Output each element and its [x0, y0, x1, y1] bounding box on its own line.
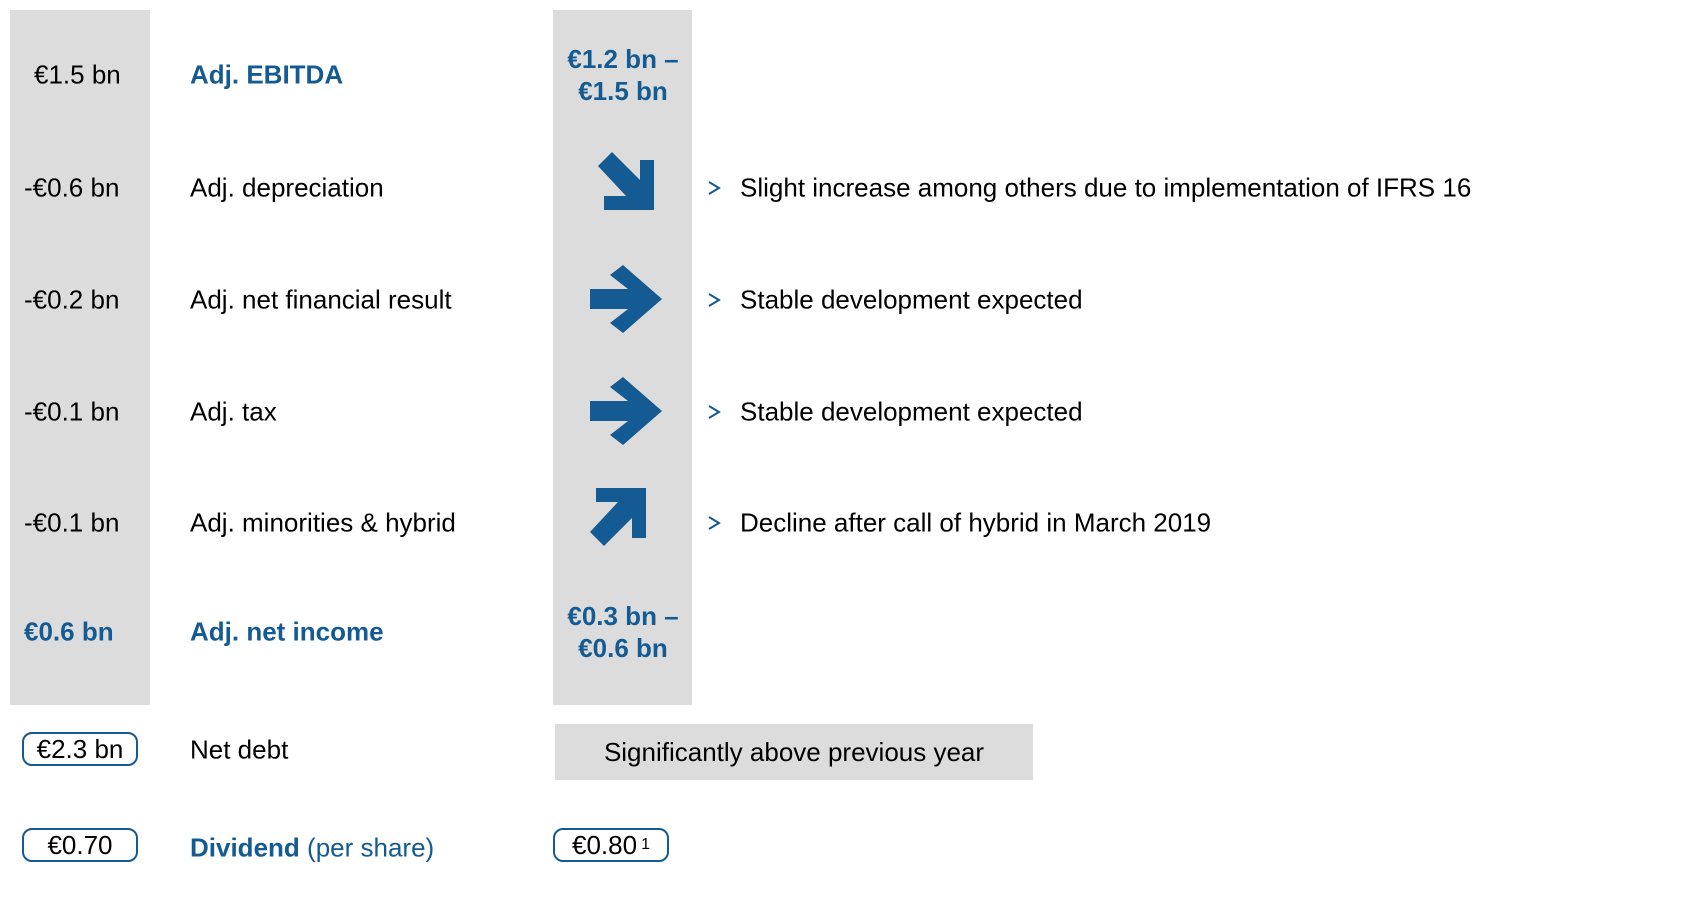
outlook-column: [553, 10, 692, 705]
bullet: [708, 516, 721, 530]
previous-value: €0.6 bn: [24, 616, 114, 647]
arrow-right: [590, 265, 662, 333]
row-label: Adj. net income: [190, 616, 384, 647]
row-label: Adj. tax: [190, 396, 277, 427]
previous-pill: €0.70: [22, 828, 138, 862]
comment: Stable development expected: [740, 396, 1083, 427]
bullet: [708, 181, 721, 195]
row-label: Dividend: [190, 832, 300, 863]
row-label: Adj. minorities & hybrid: [190, 507, 456, 538]
row-label: Adj. net financial result: [190, 284, 452, 315]
outlook-value: €0.3 bn – €0.6 bn: [567, 601, 679, 663]
outlook-value: €1.2 bn – €1.5 bn: [567, 44, 679, 106]
comment: Slight increase among others due to impl…: [740, 172, 1472, 203]
arrow-up-right: [590, 488, 646, 546]
previous-pill: €2.3 bn: [22, 732, 138, 766]
outlook-value: €0.80: [572, 829, 638, 860]
previous-value: -€0.1 bn: [24, 396, 120, 427]
previous-value: -€0.1 bn: [24, 507, 120, 538]
arrow-right: [590, 377, 662, 445]
label-note: (per share): [307, 832, 435, 863]
row-label: Net debt: [190, 734, 289, 765]
previous-column: [10, 10, 150, 705]
outlook-pill: €0.80 1: [553, 828, 669, 862]
row-label: Adj. EBITDA: [190, 59, 344, 90]
footnote: 1: [641, 836, 650, 853]
previous-value: €1.5 bn: [34, 59, 121, 90]
arrow-down-right: [598, 152, 654, 210]
outlook-box: Significantly above previous year: [555, 724, 1033, 780]
row-label-group: Dividend (per share): [190, 833, 434, 864]
bullet: [708, 405, 721, 419]
comment: Stable development expected: [740, 284, 1083, 315]
bullet: [708, 293, 721, 307]
comment: Decline after call of hybrid in March 20…: [740, 507, 1212, 538]
previous-value: -€0.6 bn: [24, 172, 120, 203]
previous-value: -€0.2 bn: [24, 284, 120, 315]
row-label: Adj. depreciation: [190, 172, 384, 203]
